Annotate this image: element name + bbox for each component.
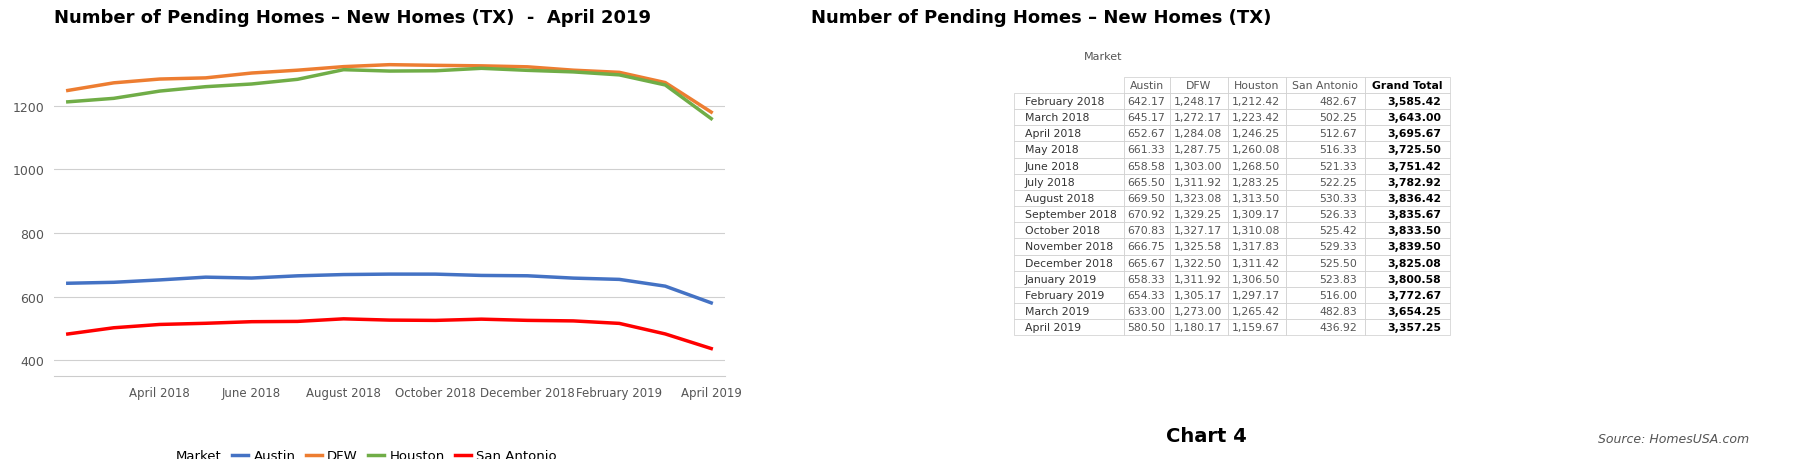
- Text: Market: Market: [1084, 52, 1123, 62]
- Text: Source: HomesUSA.com: Source: HomesUSA.com: [1598, 432, 1750, 445]
- Legend: Market, Austin, DFW, Houston, San Antonio: Market, Austin, DFW, Houston, San Antoni…: [149, 444, 562, 459]
- Text: Number of Pending Homes – New Homes (TX)  -  April 2019: Number of Pending Homes – New Homes (TX)…: [54, 9, 652, 27]
- Text: Number of Pending Homes – New Homes (TX): Number of Pending Homes – New Homes (TX): [812, 9, 1271, 27]
- Text: Chart 4: Chart 4: [1166, 426, 1246, 445]
